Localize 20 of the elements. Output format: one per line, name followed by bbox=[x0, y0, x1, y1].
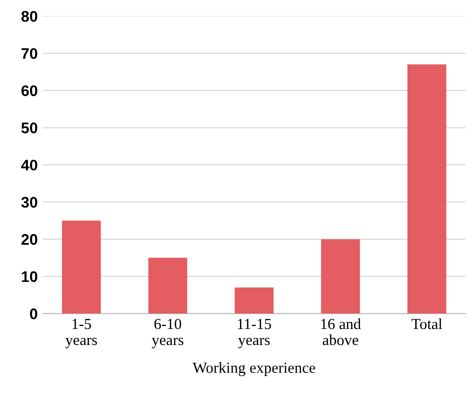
bar bbox=[234, 288, 274, 314]
x-tick-label: 6-10 years bbox=[152, 318, 184, 348]
y-tick-label: 20 bbox=[21, 234, 38, 245]
x-tick-label: 16 and above bbox=[321, 318, 361, 346]
y-tick-label: 50 bbox=[21, 122, 38, 134]
y-tick-label: 80 bbox=[21, 10, 38, 22]
x-tick-label: 11-15 years bbox=[238, 318, 272, 348]
y-tick-label: 70 bbox=[22, 48, 38, 59]
y-tick-label: 0 bbox=[30, 308, 38, 320]
x-tick-label: 1-5 years bbox=[65, 318, 97, 348]
bar bbox=[62, 220, 101, 314]
y-tick-label: 40 bbox=[21, 160, 38, 171]
bar bbox=[407, 64, 446, 314]
y-tick-label: 30 bbox=[21, 196, 38, 208]
x-tick-label: Total bbox=[412, 318, 442, 330]
bar bbox=[321, 239, 360, 314]
y-tick-label: 10 bbox=[22, 271, 38, 282]
x-axis-title: Working experience bbox=[192, 362, 316, 376]
bar bbox=[148, 258, 188, 314]
y-tick-label: 60 bbox=[21, 85, 38, 96]
